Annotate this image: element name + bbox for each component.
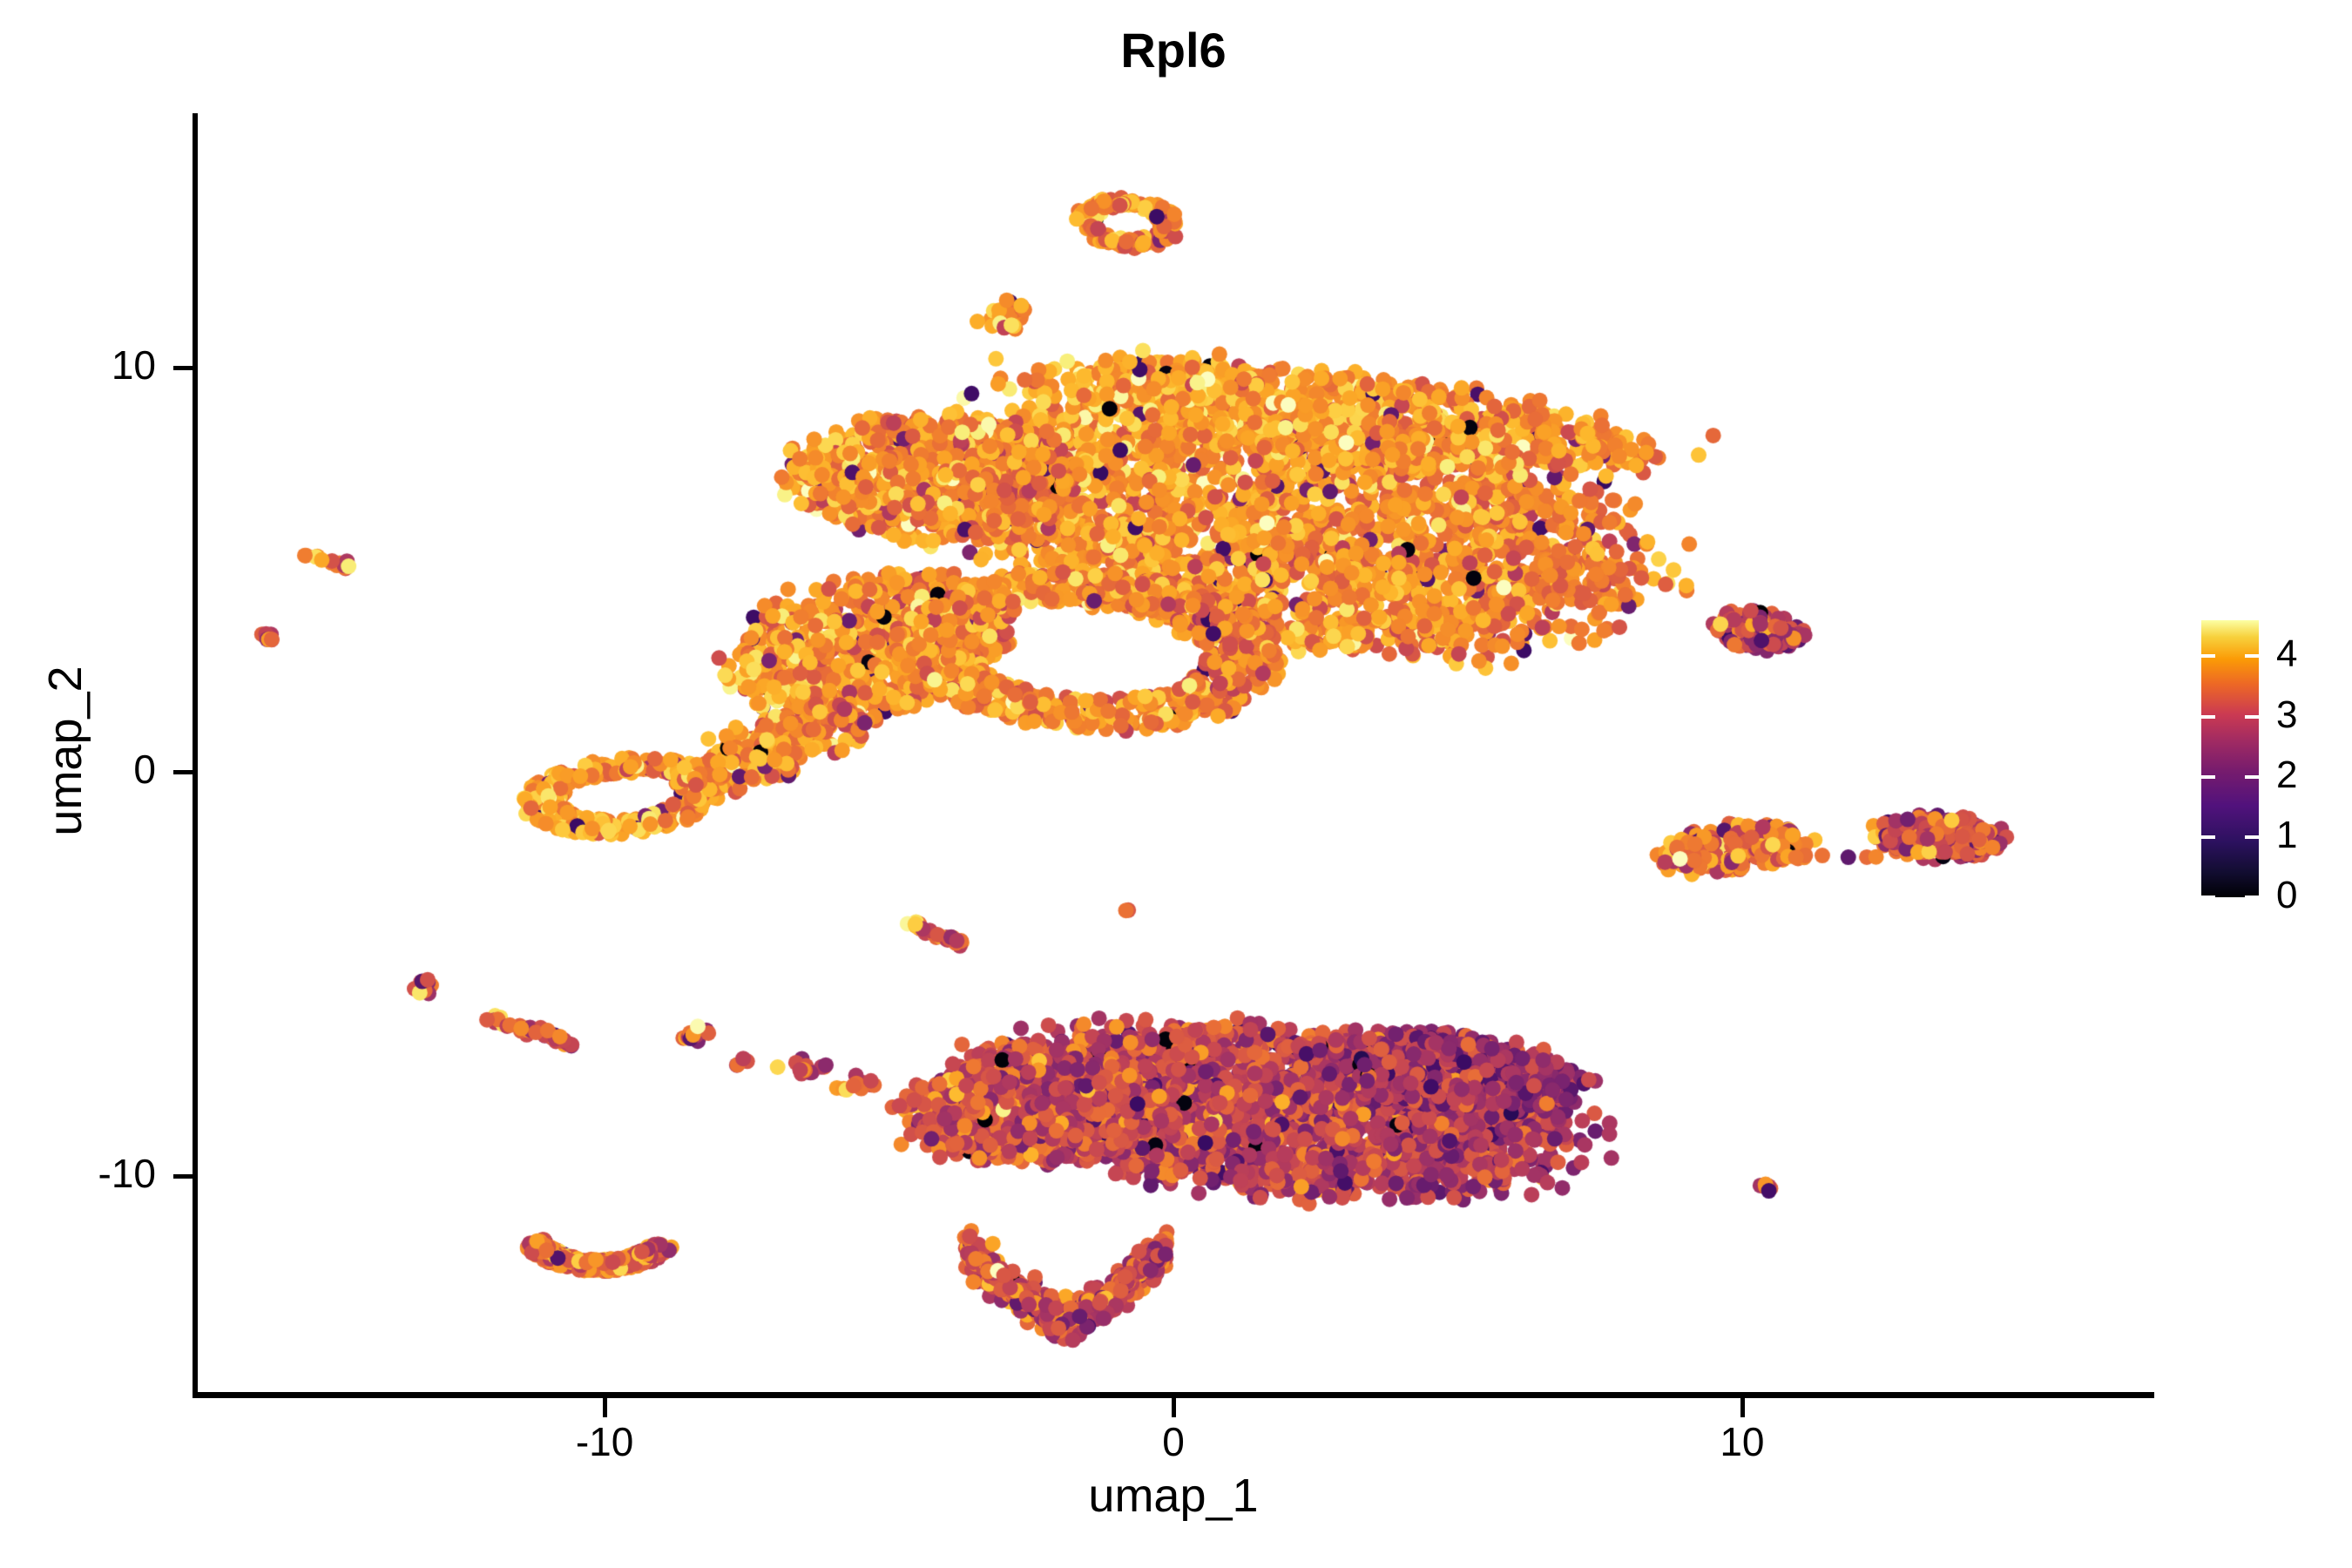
color-legend: 4 3 2 1 0 [2182,610,2348,915]
legend-tick-mark [2201,896,2215,899]
scatter-points-canvas [195,118,2152,1394]
x-tick-label: 0 [1162,1419,1185,1464]
scatter-plot-panel [195,118,2152,1394]
y-tick-mark [173,366,193,371]
legend-tick-mark [2245,714,2259,719]
legend-tick-mark [2201,654,2215,659]
y-tick-label: 10 [111,342,156,389]
x-tick-mark [603,1398,608,1417]
x-tick-label: -10 [575,1419,634,1464]
legend-tick-label: 0 [2276,874,2298,916]
legend-tick-label: 2 [2276,753,2298,796]
x-tick-mark [1172,1398,1176,1417]
legend-tick-mark [2201,835,2215,839]
legend-tick-label: 4 [2276,632,2298,676]
x-axis-title: umap_1 [1088,1470,1259,1522]
x-axis-line [193,1392,2154,1398]
legend-tick-mark [2245,835,2259,839]
y-tick-label: -10 [98,1150,156,1196]
legend-tick-mark [2245,896,2259,899]
x-tick-mark [1740,1398,1745,1417]
y-axis-line [193,113,198,1398]
legend-tick-mark [2201,714,2215,719]
y-tick-label: 0 [133,747,156,793]
x-tick-label: 10 [1720,1419,1765,1464]
page-title: Rpl6 [1120,23,1227,78]
legend-tick-mark [2245,774,2259,779]
legend-colorbar [2201,620,2259,897]
legend-tick-label: 1 [2276,813,2298,856]
legend-tick-label: 3 [2276,693,2298,736]
legend-tick-mark [2245,654,2259,659]
y-tick-mark [173,770,193,775]
y-tick-mark [173,1173,193,1179]
legend-tick-mark [2201,774,2215,779]
y-axis-title: umap_2 [39,666,91,836]
